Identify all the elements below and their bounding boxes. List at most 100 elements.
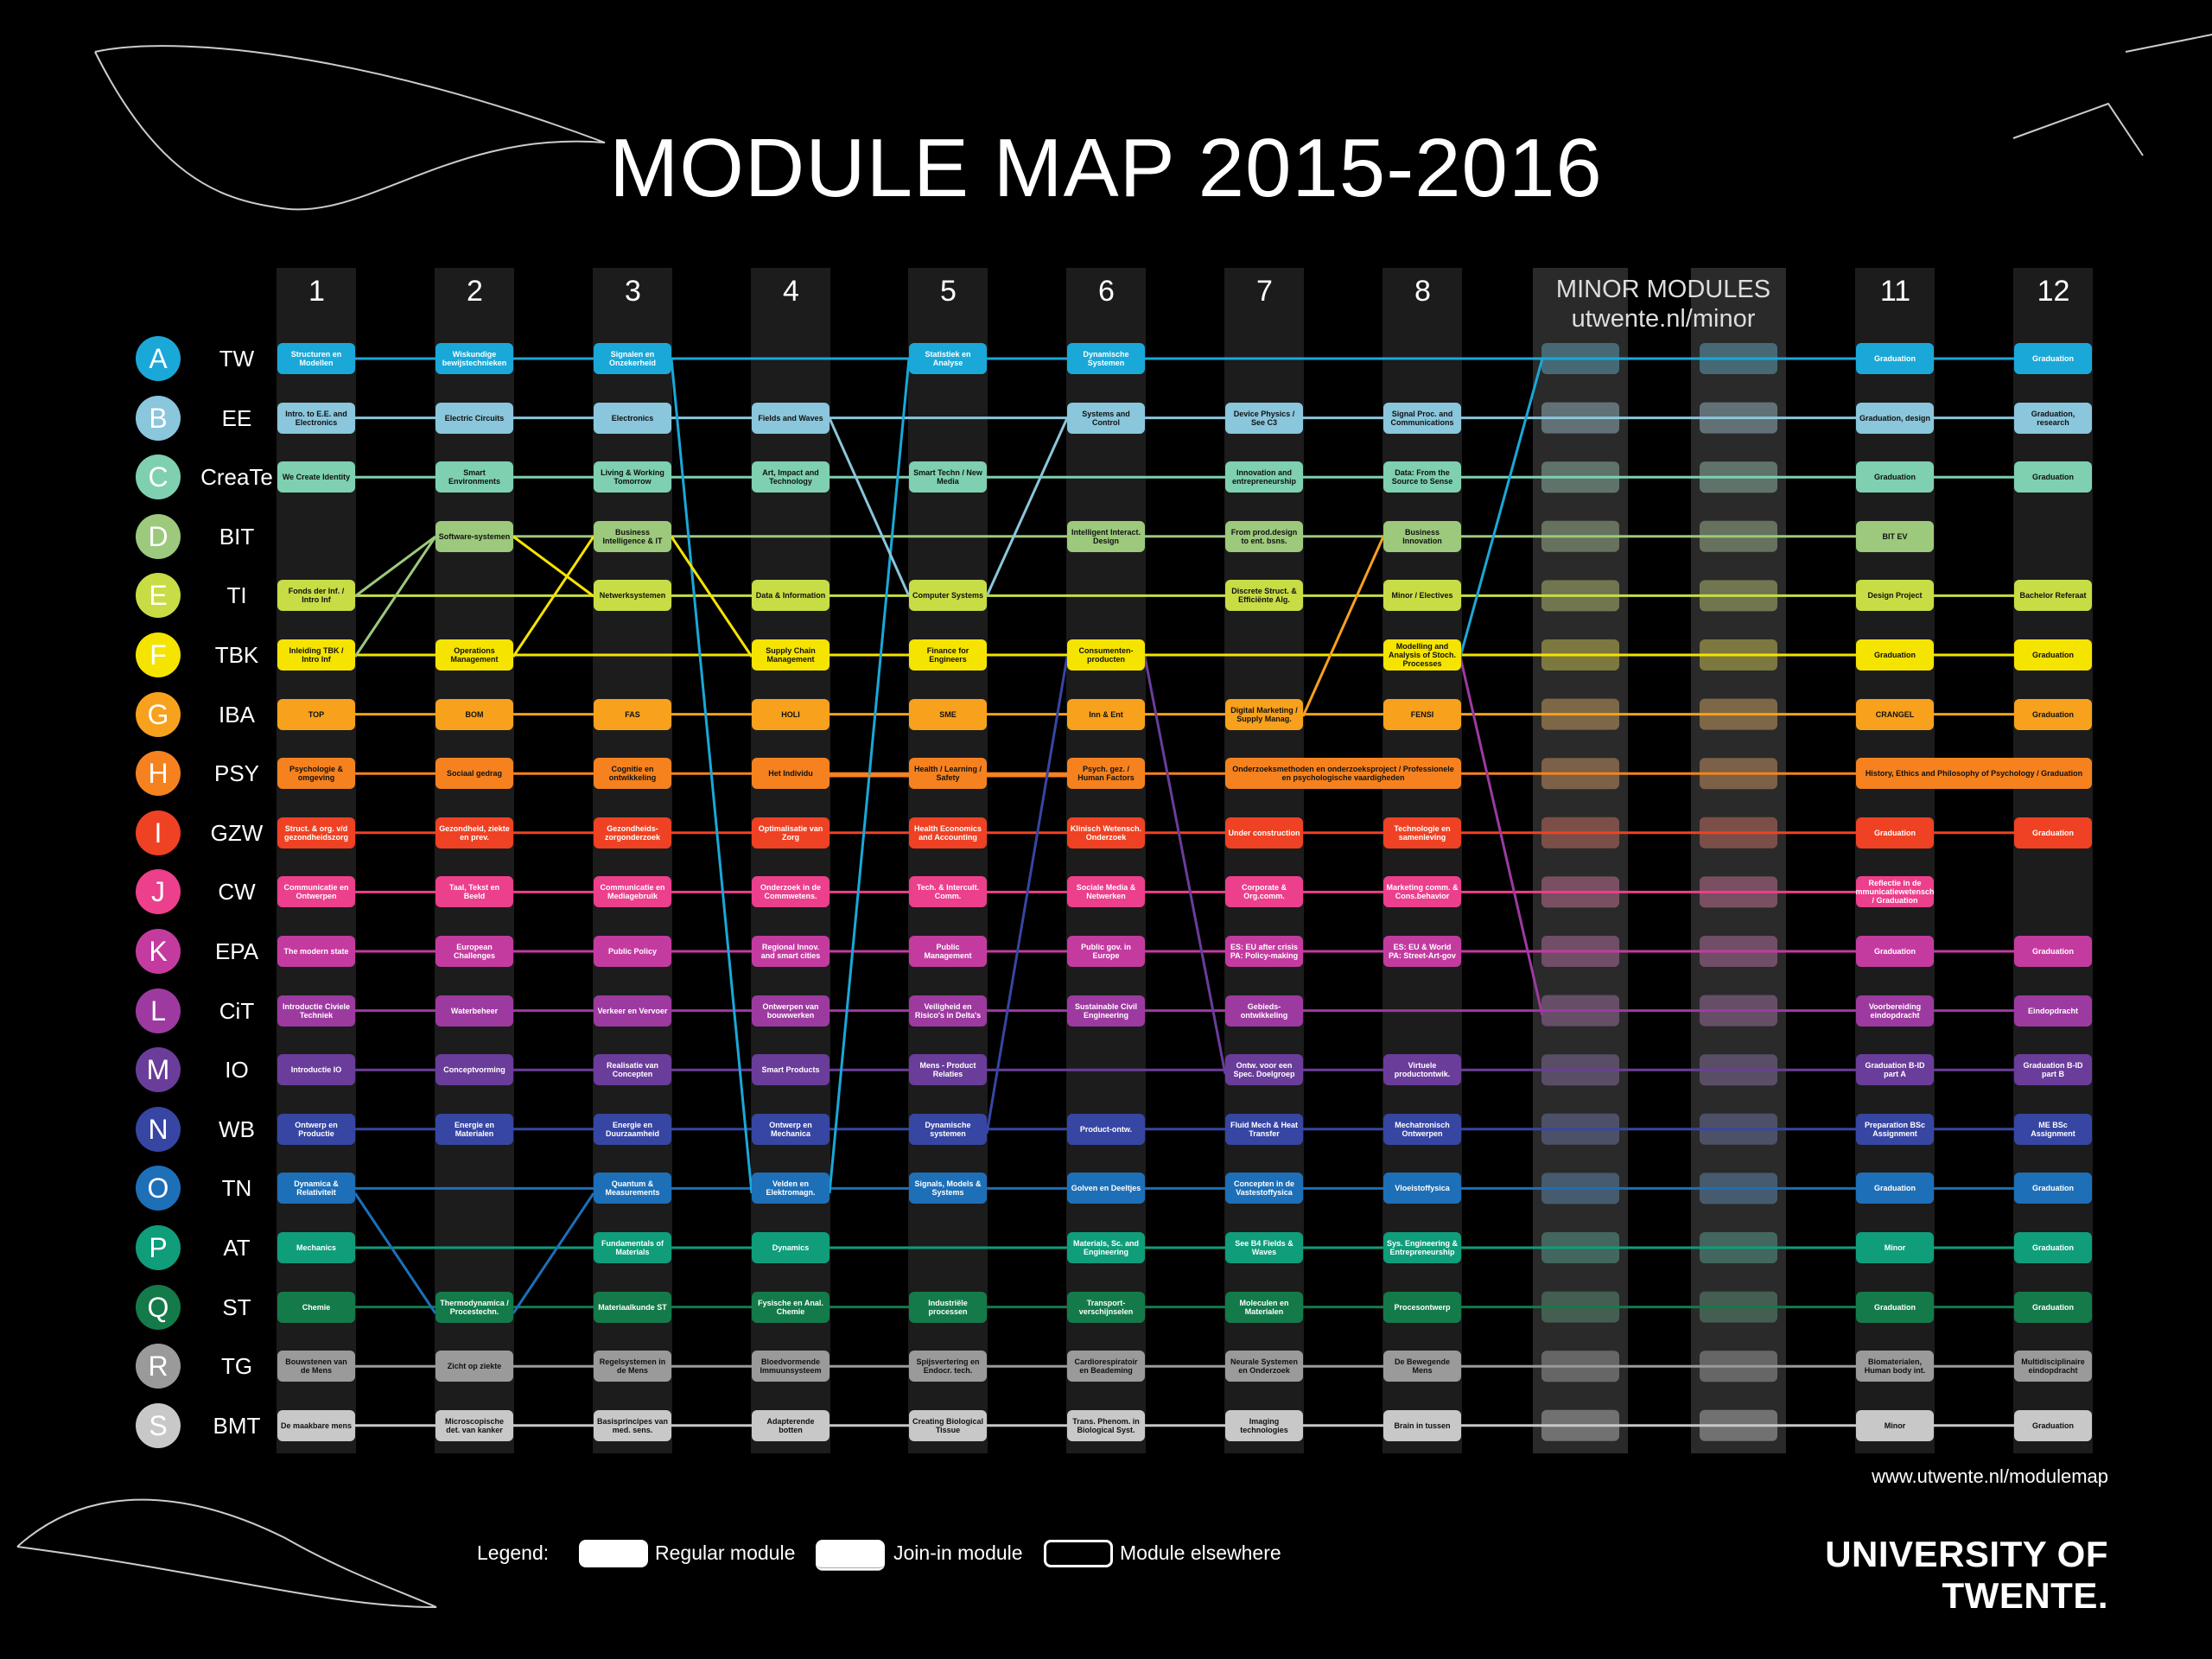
row-letter: L — [136, 988, 181, 1033]
module: Art, Impact and Technology — [752, 461, 830, 493]
module: De maakbare mens — [277, 1409, 355, 1441]
module: Consumenten-producten — [1067, 639, 1145, 671]
row-letter: P — [136, 1225, 181, 1270]
link — [1301, 536, 1385, 717]
row-code: GZW — [210, 819, 264, 846]
row-letter: D — [136, 513, 181, 559]
link — [512, 535, 753, 658]
module: Graduation — [1856, 817, 1934, 849]
module: Statistiek en Analyse — [909, 343, 987, 374]
module: Data: From the Source to Sense — [1383, 461, 1461, 493]
module: Health Economics and Accounting — [909, 817, 987, 849]
module: Minor — [1856, 1232, 1934, 1263]
module: FAS — [594, 698, 671, 730]
column-header: 11 — [1879, 275, 1911, 308]
module: Chemie — [277, 1291, 355, 1323]
module: Sustainable Civil Engineering — [1067, 995, 1145, 1027]
module: Graduation — [1856, 343, 1934, 374]
module: Public gov. in Europe — [1067, 936, 1145, 967]
module: Under construction — [1225, 817, 1303, 849]
module: Quantum & Measurements — [594, 1173, 671, 1205]
module: Waterbeheer — [435, 995, 513, 1027]
module: Business Intelligence & IT — [594, 520, 671, 552]
module: ES: EU after crisis PA: Policy-making — [1225, 936, 1303, 967]
module: Graduation — [2014, 461, 2092, 493]
module: TOP — [277, 698, 355, 730]
module: Intelligent Interact. Design — [1067, 520, 1145, 552]
module: Het Individu — [752, 758, 830, 790]
module: Multidisciplinaire eindopdracht — [2014, 1351, 2092, 1382]
row-code: BIT — [219, 523, 255, 550]
module: Graduation — [1856, 1291, 1934, 1323]
module: Smart Environments — [435, 461, 513, 493]
column-header: 8 — [1414, 275, 1431, 308]
module: Communicatie en Ontwerpen — [277, 876, 355, 908]
column-strip — [1224, 268, 1304, 1453]
module: Corporate & Org.comm. — [1225, 876, 1303, 908]
row-code: CW — [218, 879, 256, 906]
module: Sys. Engineering & Entrepreneurship — [1383, 1232, 1461, 1263]
module: Design Project — [1856, 580, 1934, 612]
row-code: PSY — [213, 760, 260, 787]
row-code: EPA — [214, 938, 259, 964]
row-letter: S — [136, 1402, 181, 1448]
row-code: CreaTe — [200, 464, 273, 491]
column-strip — [908, 268, 988, 1453]
module: CRANGEL — [1856, 698, 1934, 730]
module: Trans. Phenom. in Biological Syst. — [1067, 1409, 1145, 1441]
module: Realisatie van Concepten — [594, 1054, 671, 1086]
row-code: TW — [219, 346, 255, 372]
module: Graduation — [2014, 698, 2092, 730]
legend-swatch — [579, 1540, 648, 1567]
row-letter: A — [136, 336, 181, 381]
module: Taal, Tekst en Beeld — [435, 876, 513, 908]
module: Gezondheids-zorgonderzoek — [594, 817, 671, 849]
module: Graduation B-ID part A — [1856, 1054, 1934, 1086]
module: Computer Systems — [909, 580, 987, 612]
module: ME BSc Assignment — [2014, 1113, 2092, 1145]
row-letter: C — [136, 454, 181, 500]
module: Software-systemen — [435, 520, 513, 552]
module: Signal Proc. and Communications — [1383, 402, 1461, 434]
legend-swatch — [1044, 1540, 1113, 1567]
column-header: 7 — [1256, 275, 1273, 308]
column-strip — [1855, 268, 1935, 1453]
module: Mens - Product Relaties — [909, 1054, 987, 1086]
module: Graduation — [2014, 1409, 2092, 1441]
module: Graduation — [1856, 1173, 1934, 1205]
module: Fundamentals of Materials — [594, 1232, 671, 1263]
minor-strip — [1691, 268, 1786, 1453]
column-header: 4 — [783, 275, 799, 308]
module: Procesontwerp — [1383, 1291, 1461, 1323]
module: Psychologie & omgeving — [277, 758, 355, 790]
module: Reflectie in de communicatiewetenschap /… — [1856, 876, 1934, 908]
module: Brain in tussen — [1383, 1409, 1461, 1441]
legend-label: Join-in module — [893, 1541, 1023, 1564]
module: Imaging technologies — [1225, 1409, 1303, 1441]
module: Golven en Deeltjes — [1067, 1173, 1145, 1205]
module: Dynamics — [752, 1232, 830, 1263]
module: The modern state — [277, 936, 355, 967]
module: Psych. gez. / Human Factors — [1067, 758, 1145, 790]
row-code: TBK — [214, 642, 259, 668]
row-code: AT — [223, 1235, 251, 1261]
module: Technologie en samenleving — [1383, 817, 1461, 849]
module: De Bewegende Mens — [1383, 1351, 1461, 1382]
module: Creating Biological Tissue — [909, 1409, 987, 1441]
footer-url: www.utwente.nl/modulemap — [1872, 1465, 2108, 1487]
module: Operations Management — [435, 639, 513, 671]
module: Smart Products — [752, 1054, 830, 1086]
module: Eindopdracht — [2014, 995, 2092, 1027]
module: Systems and Control — [1067, 402, 1145, 434]
module: Sociale Media & Netwerken — [1067, 876, 1145, 908]
module: SME — [909, 698, 987, 730]
module: Bachelor Referaat — [2014, 580, 2092, 612]
module: Mechatronisch Ontwerpen — [1383, 1113, 1461, 1145]
module: Inn & Ent — [1067, 698, 1145, 730]
module: Graduation — [2014, 817, 2092, 849]
module: Supply Chain Management — [752, 639, 830, 671]
module: Public Policy — [594, 936, 671, 967]
module: Data & Information — [752, 580, 830, 612]
module: Cardiorespiratoir en Beademing — [1067, 1351, 1145, 1382]
